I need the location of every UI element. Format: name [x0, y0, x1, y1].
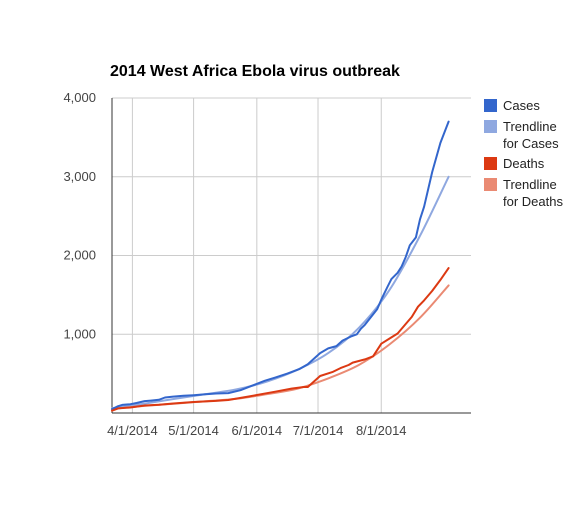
- legend-label-cases: Cases: [503, 98, 540, 113]
- x-tick-label: 6/1/2014: [232, 423, 283, 438]
- legend-label-trendline-for-deaths: Trendline for Deaths: [503, 177, 563, 209]
- legend-swatch-trendline-for-cases: [484, 120, 497, 133]
- y-tick-label: 1,000: [63, 326, 96, 341]
- legend-label-trendline-for-cases: Trendline for Cases: [503, 119, 559, 151]
- axes: [111, 98, 471, 414]
- grid: [112, 97, 471, 413]
- y-tick-label: 4,000: [63, 90, 96, 105]
- y-axis-labels: 1,000 2,000 3,000 4,000: [63, 90, 96, 341]
- legend-label-deaths: Deaths: [503, 156, 545, 171]
- legend-swatch-deaths: [484, 157, 497, 170]
- deaths-line: [111, 267, 450, 412]
- legend: Cases Trendline for Cases Deaths Trendline fo…: [484, 98, 563, 209]
- series-group: [111, 120, 450, 412]
- y-tick-label: 3,000: [63, 169, 96, 184]
- x-axis-labels: 4/1/2014 5/1/2014 6/1/2014 7/1/2014 8/1/2014: [107, 423, 406, 438]
- legend-swatch-trendline-for-deaths: [484, 178, 497, 191]
- x-tick-label: 8/1/2014: [356, 423, 407, 438]
- trendline-for-cases-line: [111, 175, 450, 410]
- legend-swatch-cases: [484, 99, 497, 112]
- x-tick-label: 5/1/2014: [168, 423, 219, 438]
- cases-line: [111, 120, 450, 411]
- chart-title: 2014 West Africa Ebola virus outbreak: [110, 63, 400, 80]
- x-tick-label: 7/1/2014: [293, 423, 344, 438]
- x-tick-label: 4/1/2014: [107, 423, 158, 438]
- y-tick-label: 2,000: [63, 248, 96, 263]
